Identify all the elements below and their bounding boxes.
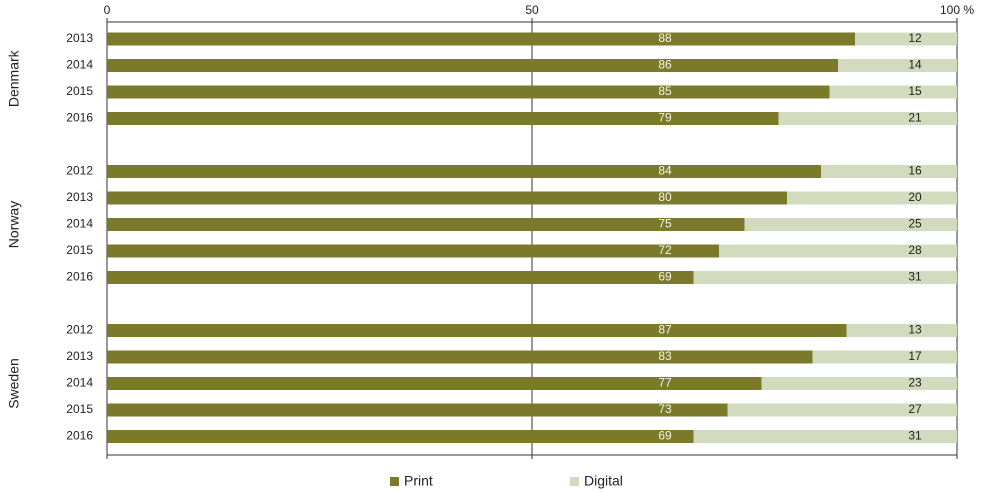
y-tick-label: 2016 — [66, 111, 93, 125]
bar-segment — [107, 324, 847, 337]
x-tick-label: 50 — [525, 3, 539, 17]
bar-segment — [107, 191, 787, 205]
data-label: 14 — [908, 58, 922, 72]
data-label: 69 — [658, 429, 672, 443]
data-label: 72 — [658, 243, 672, 257]
bar-segment — [107, 165, 821, 178]
bar-segment — [107, 244, 719, 258]
data-label: 12 — [908, 31, 922, 45]
bar-segment — [693, 271, 957, 284]
bar-segment — [107, 271, 694, 284]
y-tick-label: 2015 — [66, 402, 93, 416]
bar-segment — [107, 377, 762, 390]
bar-segment — [838, 59, 957, 72]
data-label: 85 — [658, 84, 672, 98]
x-tick-label: 100 % — [940, 3, 974, 17]
y-tick-label: 2016 — [66, 429, 93, 443]
y-tick-label: 2014 — [66, 58, 93, 72]
data-label: 83 — [658, 349, 672, 363]
legend-swatch — [570, 477, 579, 486]
bar-segment — [107, 350, 813, 364]
data-label: 88 — [658, 31, 672, 45]
group-label: Norway — [6, 201, 22, 248]
data-label: 86 — [658, 58, 672, 72]
x-tick-label: 0 — [104, 3, 111, 17]
y-tick-label: 2014 — [66, 217, 93, 231]
y-tick-label: 2013 — [66, 190, 93, 204]
bar-segment — [787, 191, 957, 205]
y-tick-label: 2012 — [66, 164, 93, 178]
data-label: 25 — [908, 217, 922, 231]
bar-segment — [719, 244, 957, 258]
bar-segment — [846, 324, 957, 337]
bar-segment — [693, 430, 957, 443]
data-label: 17 — [908, 349, 922, 363]
bar-segment — [107, 32, 855, 46]
group-label: Sweden — [6, 358, 22, 409]
legend-swatch — [390, 477, 399, 486]
y-tick-label: 2014 — [66, 376, 93, 390]
bar-segment — [744, 218, 957, 231]
bar-segment — [727, 403, 957, 417]
bar-segment — [778, 112, 957, 125]
data-label: 31 — [908, 429, 922, 443]
bar-segment — [107, 403, 728, 417]
legend-label: Digital — [584, 473, 623, 489]
y-tick-label: 2015 — [66, 84, 93, 98]
data-label: 20 — [908, 190, 922, 204]
data-label: 28 — [908, 243, 922, 257]
data-label: 15 — [908, 84, 922, 98]
data-label: 31 — [908, 270, 922, 284]
data-label: 23 — [908, 376, 922, 390]
legend-label: Print — [404, 473, 433, 489]
data-label: 21 — [908, 111, 922, 125]
data-label: 16 — [908, 164, 922, 178]
y-tick-label: 2016 — [66, 270, 93, 284]
data-label: 87 — [658, 323, 672, 337]
bar-segment — [107, 218, 745, 231]
data-label: 84 — [658, 164, 672, 178]
y-tick-label: 2015 — [66, 243, 93, 257]
y-tick-label: 2013 — [66, 349, 93, 363]
bar-segment — [107, 430, 694, 443]
bar-segment — [107, 59, 838, 72]
y-tick-label: 2013 — [66, 31, 93, 45]
bar-segment — [107, 85, 830, 99]
data-label: 75 — [658, 217, 672, 231]
data-label: 77 — [658, 376, 672, 390]
group-label: Denmark — [6, 49, 22, 107]
bar-segment — [821, 165, 957, 178]
bar-segment — [855, 32, 957, 46]
data-label: 27 — [908, 402, 922, 416]
bar-segment — [761, 377, 957, 390]
data-label: 69 — [658, 270, 672, 284]
bar-segment — [812, 350, 957, 364]
data-label: 73 — [658, 402, 672, 416]
bar-segment — [829, 85, 957, 99]
data-label: 80 — [658, 190, 672, 204]
bar-segment — [107, 112, 779, 125]
data-label: 13 — [908, 323, 922, 337]
y-tick-label: 2012 — [66, 323, 93, 337]
data-label: 79 — [658, 111, 672, 125]
